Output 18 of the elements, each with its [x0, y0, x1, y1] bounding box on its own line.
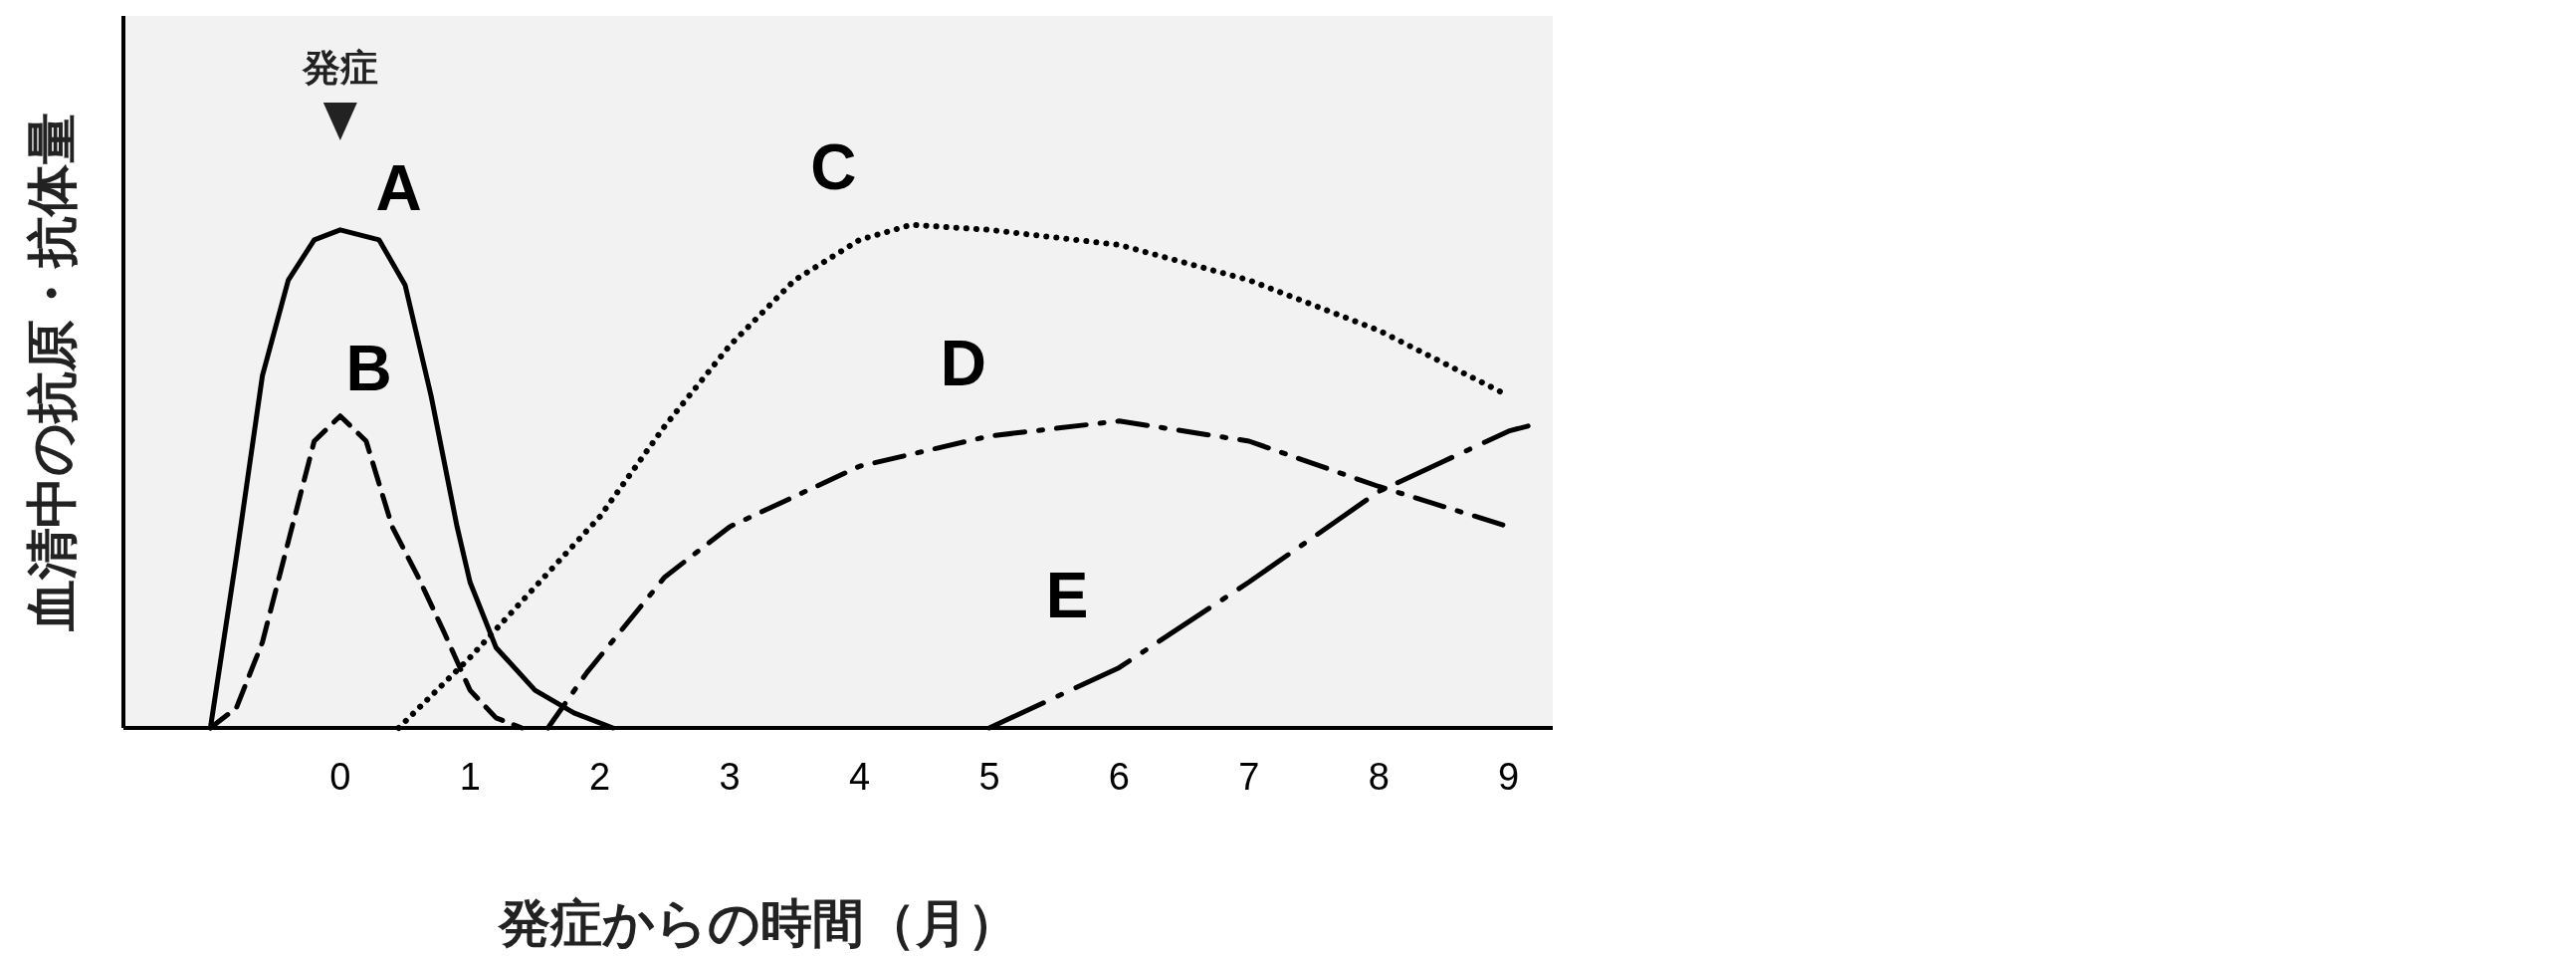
- x-axis-title: 発症からの時間（月）: [496, 894, 1019, 952]
- x-tick-label: 1: [459, 756, 481, 798]
- series-label: B: [345, 333, 392, 405]
- x-tick-label: 6: [1108, 756, 1130, 798]
- x-tick-label: 9: [1498, 756, 1520, 798]
- x-tick-label: 8: [1368, 756, 1390, 798]
- series-label: A: [375, 151, 422, 224]
- y-axis-title: 血清中の抗原・抗体量: [23, 113, 81, 632]
- series-label: C: [810, 131, 857, 204]
- x-tick-label: 4: [848, 756, 871, 798]
- x-tick-label: 3: [719, 756, 741, 798]
- x-tick-label: 2: [589, 756, 611, 798]
- x-tick-label: 7: [1238, 756, 1260, 798]
- x-tick-label: 5: [978, 756, 1000, 798]
- x-tick-label: 0: [329, 756, 351, 798]
- text: 発症: [301, 47, 378, 89]
- series-label: E: [1045, 559, 1089, 631]
- series-label: D: [940, 328, 986, 400]
